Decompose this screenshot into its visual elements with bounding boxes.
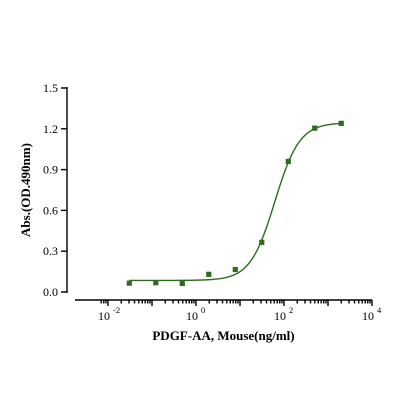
data-point	[312, 125, 318, 131]
data-point	[153, 280, 159, 286]
data-point	[232, 266, 238, 273]
x-axis-label: PDGF-AA, Mouse(ng/ml)	[152, 328, 294, 343]
data-point	[259, 239, 265, 245]
y-tick-label: 0.9	[43, 163, 58, 177]
data-point	[285, 158, 291, 165]
y-tick-label: 1.5	[43, 81, 58, 95]
data-point	[206, 271, 212, 277]
data-point	[179, 280, 185, 287]
data-points	[126, 120, 344, 287]
y-tick-label: 0.3	[43, 244, 58, 258]
y-tick-label: 0.0	[43, 285, 58, 299]
y-tick-label: 1.2	[43, 122, 58, 136]
x-tick-label: 10	[98, 309, 110, 323]
data-point	[338, 120, 344, 126]
y-axis-label: Abs.(OD.490nm)	[18, 143, 33, 237]
data-point	[126, 280, 132, 286]
y-axis-ticks: 0.0 0.3 0.6 0.9 1.2 1.5	[43, 81, 67, 299]
x-axis-ticks: 10 -2 10 0 10 2 10 4	[98, 300, 382, 323]
x-tick-exponent: 4	[377, 305, 382, 315]
x-tick-exponent: 0	[201, 305, 205, 315]
x-tick-label: 10	[186, 309, 198, 323]
fit-curve	[129, 122, 342, 282]
x-tick-exponent: 2	[289, 305, 293, 315]
x-tick-exponent: -2	[113, 305, 120, 315]
y-tick-label: 0.6	[43, 203, 58, 217]
x-tick-label: 10	[362, 309, 374, 323]
x-tick-label: 10	[274, 309, 286, 323]
fit-curve-layer	[129, 122, 342, 282]
